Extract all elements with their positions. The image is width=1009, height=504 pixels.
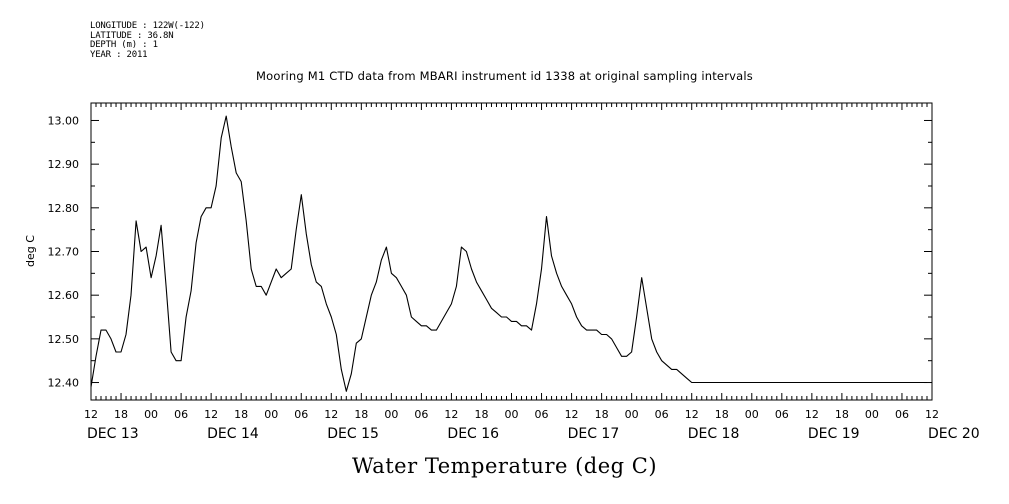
- longitude-label: LONGITUDE : 122W(-122): [90, 21, 205, 31]
- y-tick-label: 12.70: [48, 246, 80, 259]
- x-tick-label: 18: [114, 408, 128, 421]
- x-day-label: DEC 14: [207, 426, 259, 442]
- x-tick-label: 12: [685, 408, 699, 421]
- y-tick-label: 13.00: [48, 114, 80, 127]
- x-day-label: DEC 17: [568, 426, 620, 442]
- x-day-label: DEC 19: [808, 426, 860, 442]
- y-tick-label: 12.60: [48, 289, 80, 302]
- x-tick-label: 06: [895, 408, 909, 421]
- x-axis-label: Water Temperature (deg C): [351, 454, 658, 478]
- x-tick-label: 06: [414, 408, 428, 421]
- x-tick-label: 12: [805, 408, 819, 421]
- chart-title: Mooring M1 CTD data from MBARI instrumen…: [256, 69, 753, 83]
- x-day-label: DEC 15: [327, 426, 379, 442]
- x-day-label: DEC 16: [447, 426, 499, 442]
- year-label: YEAR : 2011: [90, 49, 148, 60]
- x-tick-label: 00: [865, 408, 879, 421]
- latitude-label: LATITUDE : 36.8N: [90, 30, 174, 41]
- x-tick-label: 06: [655, 408, 669, 421]
- x-tick-label: 12: [444, 408, 458, 421]
- x-tick-label: 18: [474, 408, 488, 421]
- plot-frame: [90, 102, 933, 401]
- x-tick-label: 12: [925, 408, 939, 421]
- x-tick-label: 06: [294, 408, 308, 421]
- x-tick-label: 00: [625, 408, 639, 421]
- x-tick-label: 06: [775, 408, 789, 421]
- x-tick-label: 18: [234, 408, 248, 421]
- x-tick-label: 18: [595, 408, 609, 421]
- x-tick-label: 00: [144, 408, 158, 421]
- x-tick-label: 18: [354, 408, 368, 421]
- temperature-line: [90, 115, 927, 392]
- x-tick-label: 12: [204, 408, 218, 421]
- metadata-block: LONGITUDE : 122W(-122) LATITUDE : 36.8N …: [90, 21, 205, 60]
- y-tick-label: 12.80: [48, 202, 80, 215]
- x-tick-label: 12: [565, 408, 579, 421]
- y-tick-label: 12.40: [48, 377, 80, 390]
- x-tick-label: 00: [505, 408, 519, 421]
- x-tick-label: 00: [384, 408, 398, 421]
- x-day-label: DEC 18: [688, 426, 740, 442]
- x-day-label: DEC 20: [928, 426, 980, 442]
- x-tick-label: 00: [745, 408, 759, 421]
- x-tick-label: 06: [535, 408, 549, 421]
- y-axis-label: deg C: [24, 235, 37, 267]
- x-day-label: DEC 13: [87, 426, 139, 442]
- y-tick-label: 12.90: [48, 158, 80, 171]
- x-tick-label: 18: [715, 408, 729, 421]
- x-tick-label: 12: [84, 408, 98, 421]
- x-tick-label: 06: [174, 408, 188, 421]
- x-tick-label: 12: [324, 408, 338, 421]
- depth-label: DEPTH (m) : 1: [90, 40, 158, 50]
- x-tick-label: 18: [835, 408, 849, 421]
- y-tick-label: 12.50: [48, 333, 80, 346]
- x-tick-label: 00: [264, 408, 278, 421]
